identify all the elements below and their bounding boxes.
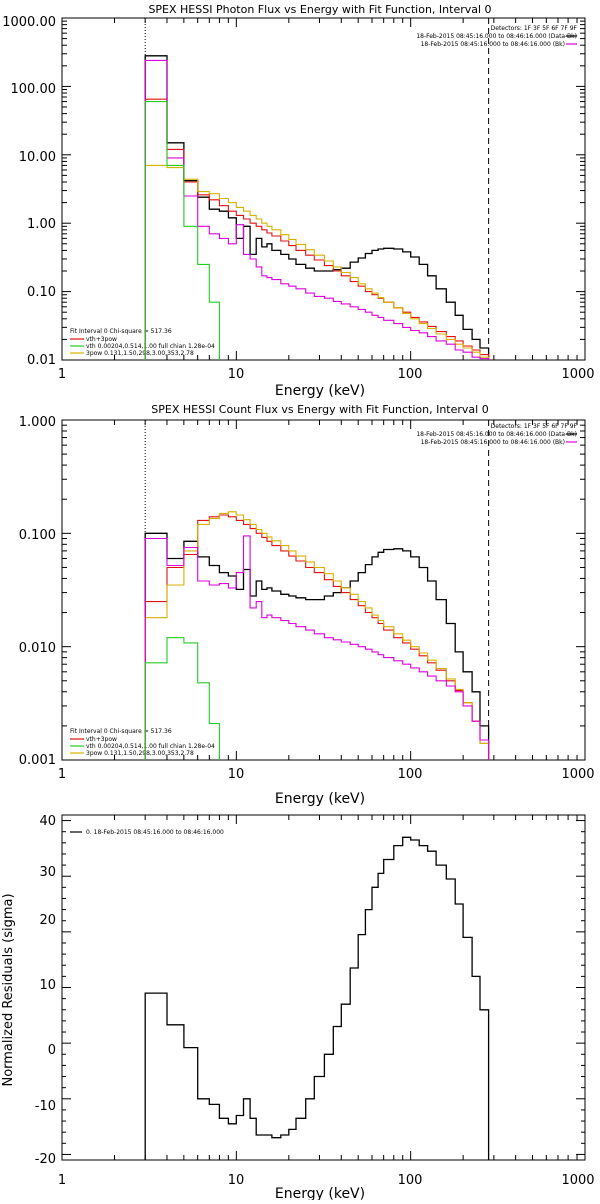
- series-line-2-4: [144, 637, 220, 760]
- series-line-1-4: [144, 101, 220, 360]
- p1-ytick-2: 1.00: [27, 217, 56, 232]
- p1-legend-bl-label-1: vth 0.00204,0.514,1.00 full chian 1.28e-…: [86, 343, 215, 350]
- p3-x-label: Energy (keV): [275, 1186, 365, 1200]
- p3-ytick-4: 20: [39, 913, 56, 928]
- series-line-3-0: [144, 836, 490, 1160]
- p1-ytick-1: 0.10: [27, 285, 56, 300]
- p1-legend-tr-1: 18-Feb-2015 08:45:16.000 to 08:46:16.000…: [416, 33, 577, 40]
- p2-xtick-1: 1: [58, 767, 66, 782]
- p1-xtick-100: 100: [398, 367, 423, 382]
- p1-ytick-3: 10.00: [19, 150, 56, 165]
- p2-legend-tr-1: 18-Feb-2015 08:45:16.000 to 08:46:16.000…: [416, 431, 577, 438]
- p2-legend-bl-label-1: vth 0.00204,0.514,1.00 full chian 1.28e-…: [86, 743, 215, 750]
- plot-frame-1: [61, 17, 586, 361]
- series-line-2-2: [144, 511, 490, 760]
- p1-x-label: Energy (keV): [275, 383, 365, 399]
- p2-xtick-100: 100: [398, 767, 423, 782]
- p1-ytick-5: 1000.00: [2, 15, 56, 30]
- plot-frame-3: [61, 814, 586, 1161]
- p1-xtick-1000: 1000: [561, 367, 594, 382]
- p2-ytick-0: 0.001: [19, 753, 56, 768]
- p3-xtick-100: 100: [398, 1173, 423, 1188]
- series-line-2-0: [144, 532, 490, 760]
- p2-ytick-3: 1.000: [19, 415, 56, 430]
- plot-frame-2: [61, 419, 586, 761]
- p3-ytick-0: -20: [35, 1152, 56, 1167]
- p2-ytick-1: 0.010: [19, 641, 56, 656]
- p3-xtick-1000: 1000: [561, 1173, 594, 1188]
- p1-ytick-0: 0.01: [27, 353, 56, 368]
- count-flux-panel: SPEX HESSI Count Flux vs Energy with Fit…: [19, 403, 595, 807]
- p3-ytick-1: -10: [35, 1099, 56, 1114]
- p1-legend-bl-label-0: vth+3pow: [86, 336, 117, 343]
- p3-y-label: Normalized Residuals (sigma): [1, 893, 16, 1086]
- series-line-2-1: [144, 514, 490, 760]
- p1-legend-bl-header: Fit Interval 0 Chi-square = 517.36: [70, 328, 172, 335]
- p2-xtick-1000: 1000: [561, 767, 594, 782]
- photon-flux-panel: SPEX HESSI Photon Flux vs Energy with Fi…: [2, 3, 594, 399]
- p1-ytick-4: 100.00: [11, 82, 57, 97]
- p3-legend-label: 0. 18-Feb-2015 08:45:16.000 to 08:46:16.…: [86, 829, 224, 836]
- p3-ytick-5: 30: [39, 865, 56, 880]
- series-line-1-2: [144, 164, 490, 360]
- p3-xtick-1: 1: [58, 1173, 66, 1188]
- series-line-1-3: [144, 59, 490, 360]
- p2-legend-bl-label-2: 3pow 0.131,1.50,298,3.00,353,2.78: [86, 750, 194, 757]
- p1-legend-tr-0: Detectors: 1F 3F 5F 6F 7F 9F: [491, 25, 578, 32]
- p3-ytick-6: 40: [39, 814, 56, 829]
- p2-legend-tr-2: 18-Feb-2015 08:45:16.000 to 08:46:16.000…: [421, 439, 565, 446]
- p1-legend-bl-label-2: 3pow 0.131,1.50,298,3.00,353,2.78: [86, 350, 194, 357]
- p1-xtick-1: 1: [58, 367, 66, 382]
- series-line-1-1: [144, 98, 490, 360]
- p2-legend-bl-header: Fit Interval 0 Chi-square = 517.36: [70, 728, 172, 735]
- p3-ytick-3: 10: [39, 978, 56, 993]
- series-line-2-3: [144, 535, 490, 760]
- p2-legend-tr-0: Detectors: 1F 3F 5F 6F 7F 9F: [491, 423, 578, 430]
- series-line-1-0: [144, 55, 490, 360]
- p3-ytick-2: 0: [48, 1043, 56, 1058]
- p2-legend-bl-label-0: vth+3pow: [86, 736, 117, 743]
- panel2-title: SPEX HESSI Count Flux vs Energy with Fit…: [151, 403, 488, 416]
- p3-xtick-10: 10: [228, 1173, 245, 1188]
- residuals-panel: 1 10 100 1000 -20 -10 0 10 20 30 40 Ener…: [1, 814, 595, 1202]
- p1-legend-tr-2: 18-Feb-2015 08:45:16.000 to 08:46:16.000…: [421, 41, 565, 48]
- p2-x-label: Energy (keV): [275, 791, 365, 807]
- p1-xtick-10: 10: [228, 367, 245, 382]
- p2-ytick-2: 0.100: [19, 528, 56, 543]
- p2-xtick-10: 10: [228, 767, 245, 782]
- panel1-title: SPEX HESSI Photon Flux vs Energy with Fi…: [148, 3, 491, 16]
